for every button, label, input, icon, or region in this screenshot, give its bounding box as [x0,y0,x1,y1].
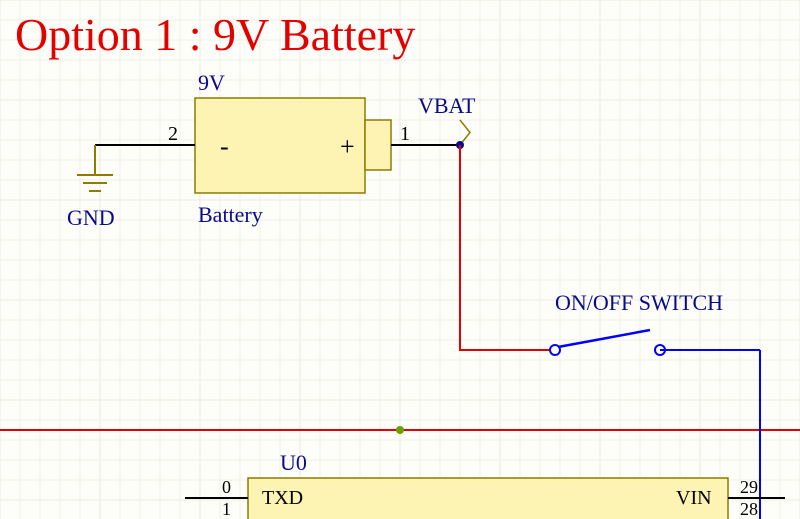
u0-pinnum-left-1: 1 [222,499,231,519]
junction-bus [396,426,404,434]
u0-pinname-right-0: VIN [676,487,712,509]
battery-name: Battery [198,202,263,227]
battery-designator: 9V [198,70,225,95]
u0-pinnum-right-1: 28 [740,499,758,519]
switch-label: ON/OFF SWITCH [555,290,723,315]
battery-minus: - [220,132,229,161]
pin2-number: 2 [168,123,178,145]
battery-plus: + [340,132,355,161]
schematic-canvas: Option 1 : 9V Battery - +9V Battery 2 1 GND VBA… [0,0,800,519]
battery-terminal [365,120,391,170]
gnd-label: GND [67,205,115,230]
u0-pinnum-right-0: 29 [740,477,758,497]
vbat-label: VBAT [418,93,476,118]
u0-pinname-left-0: TXD [262,487,303,509]
title-text: Option 1 : 9V Battery [15,9,415,60]
pin1-number: 1 [400,123,410,145]
u0-pinnum-left-0: 0 [222,477,231,497]
u0-designator: U0 [280,450,307,475]
grid [0,0,800,519]
u0-body [248,478,728,519]
